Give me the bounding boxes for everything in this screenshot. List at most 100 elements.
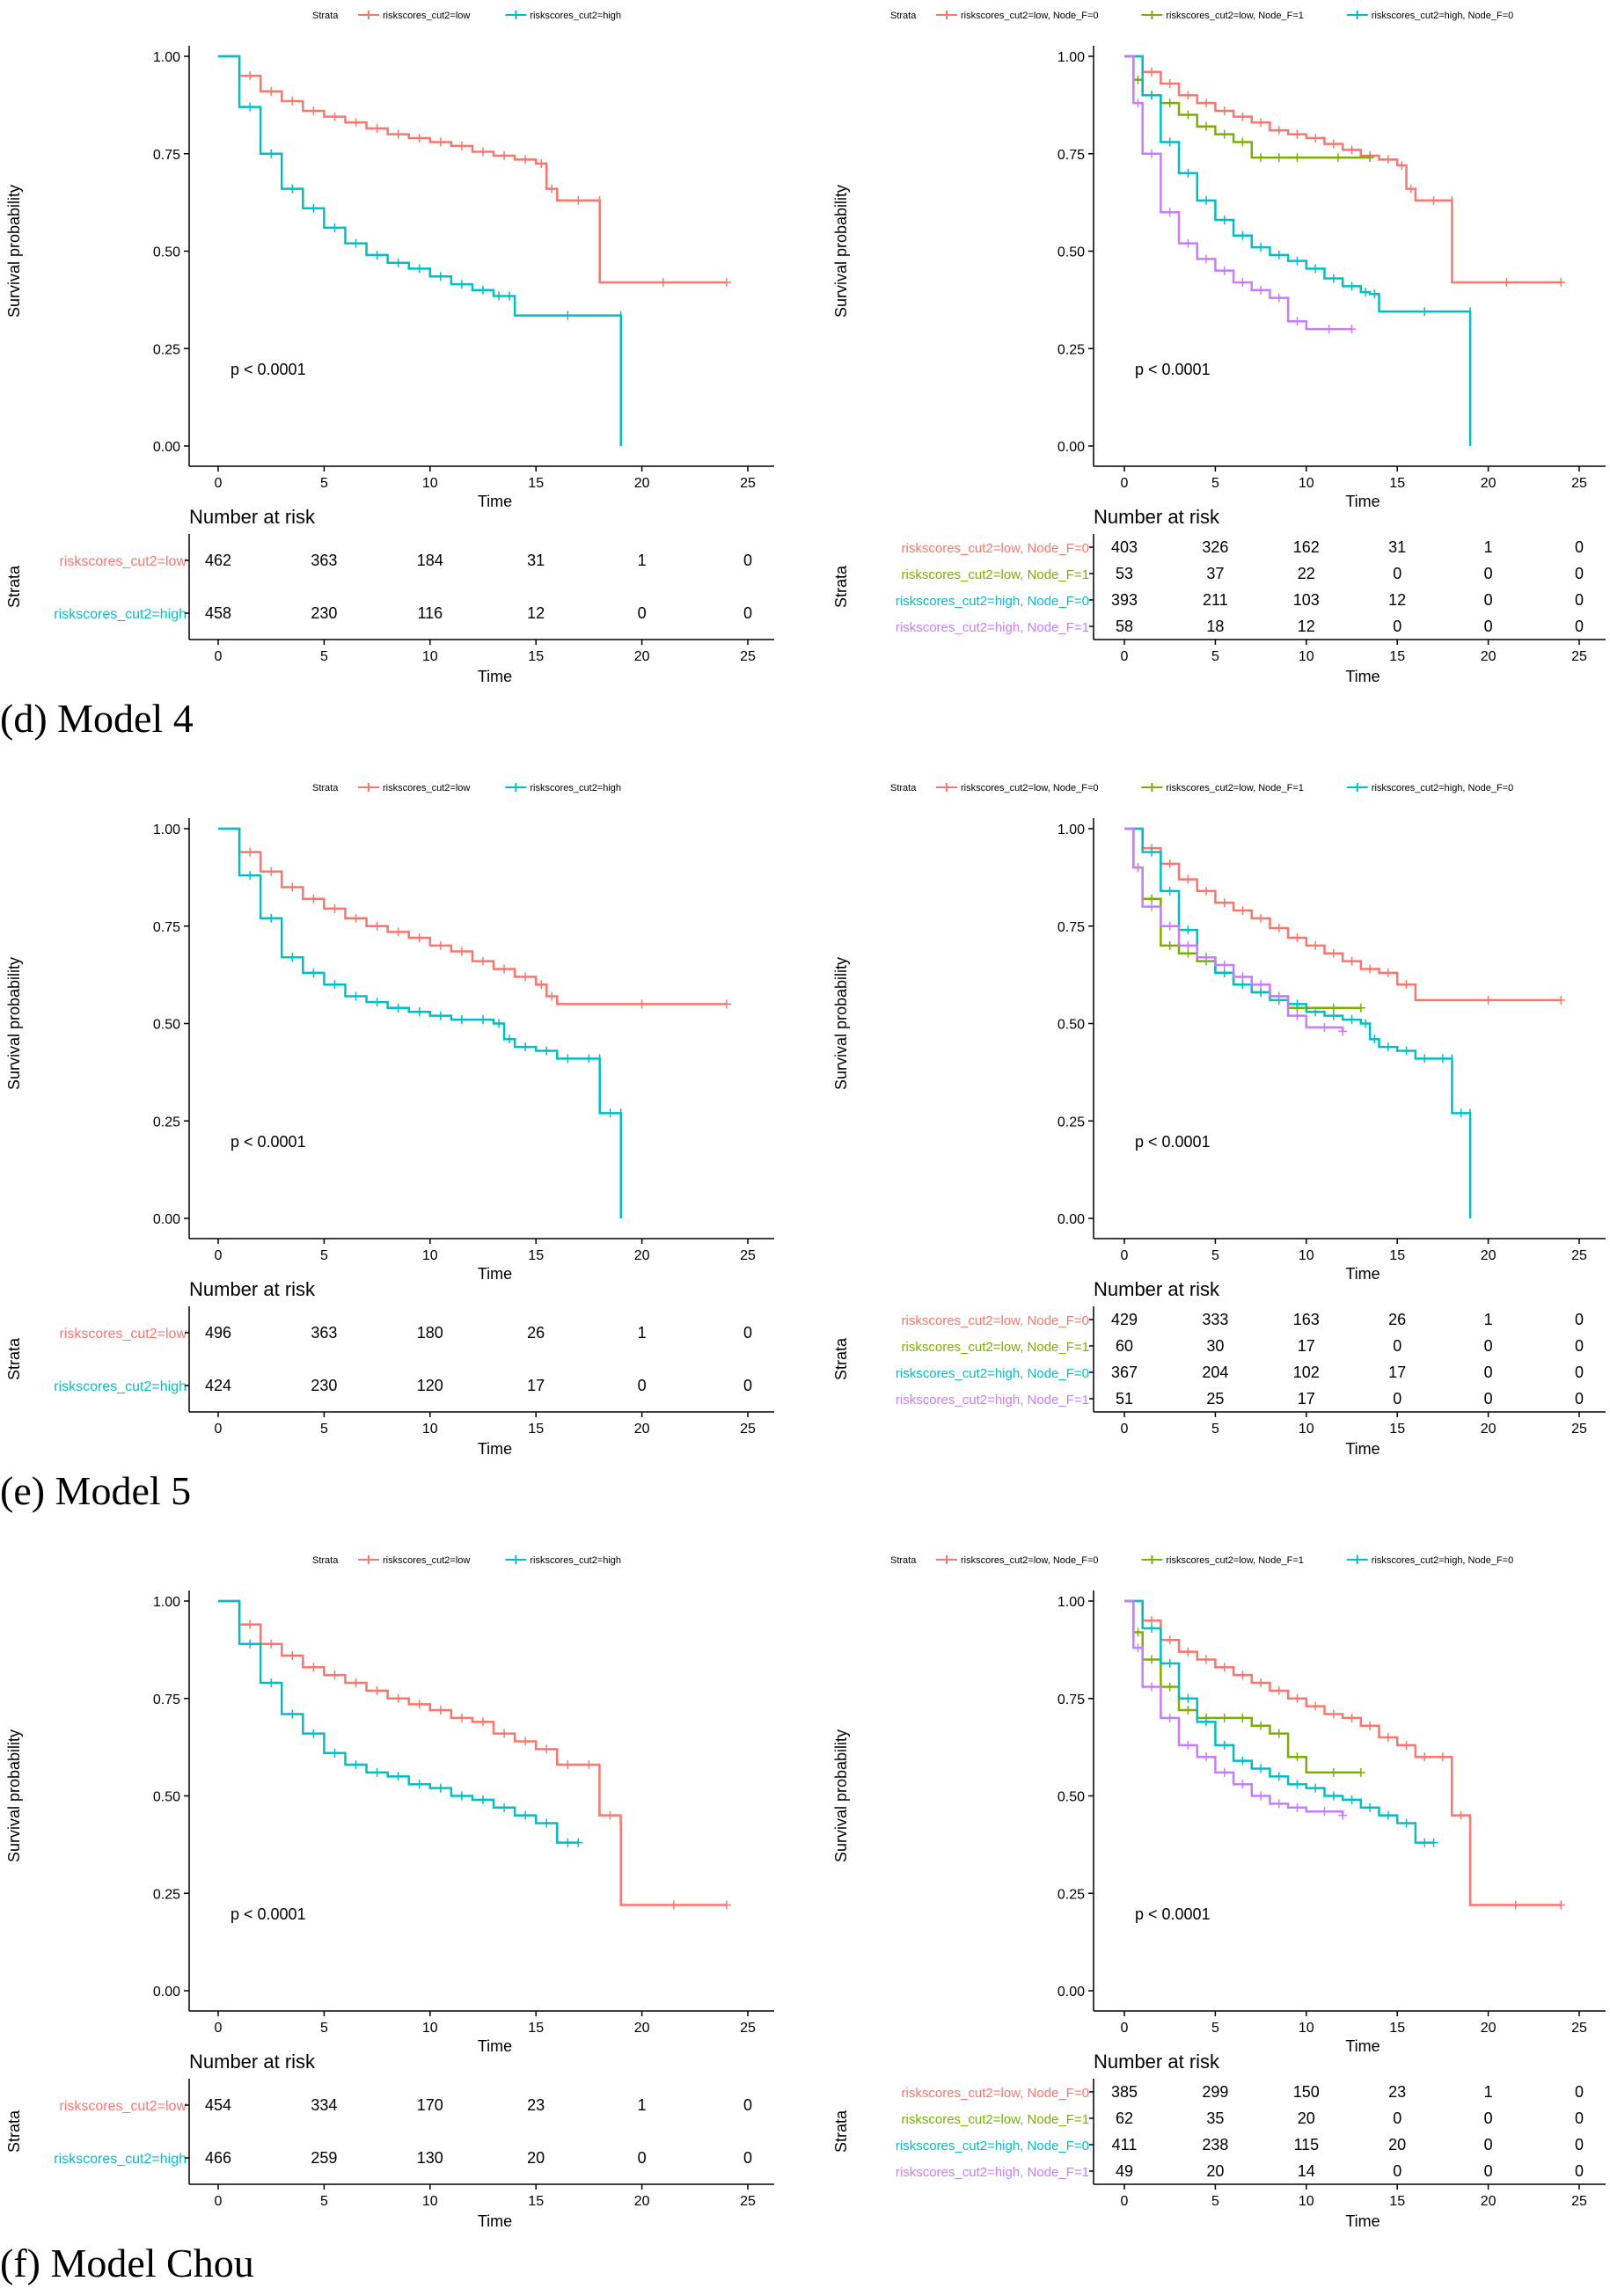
x-tick-label: 10 [422, 476, 438, 491]
x-tick-label: 10 [1299, 2021, 1314, 2036]
p-value: p < 0.0001 [231, 1905, 306, 1923]
risk-x-tick-label: 0 [215, 1422, 223, 1437]
y-tick-label: 0.50 [1057, 245, 1085, 260]
y-tick-label: 0.00 [1057, 1985, 1085, 2000]
risk-x-tick-label: 25 [740, 2194, 756, 2209]
y-axis-title: Survival probability [5, 957, 23, 1090]
risk-row-label: riskscores_cut2=high, Node_F=0 [896, 1366, 1089, 1381]
risk-count: 31 [1388, 538, 1406, 556]
x-tick-label: 5 [320, 2021, 328, 2036]
risk-count: 1 [1484, 538, 1493, 556]
risk-count: 163 [1293, 1311, 1320, 1328]
risk-count: 0 [743, 2096, 752, 2114]
risk-x-tick-label: 0 [1121, 649, 1129, 664]
risk-count: 115 [1293, 2136, 1319, 2153]
p-value: p < 0.0001 [1135, 1905, 1211, 1923]
risk-count: 1 [638, 1324, 647, 1342]
risk-x-tick-label: 10 [422, 1422, 438, 1437]
risk-count: 0 [1393, 2162, 1401, 2180]
risk-row-label: riskscores_cut2=low, Node_F=0 [902, 2086, 1089, 2101]
x-tick-label: 25 [740, 476, 756, 491]
risk-x-tick-label: 5 [320, 649, 328, 664]
risk-count: 334 [311, 2096, 337, 2114]
risk-count: 17 [1298, 1390, 1315, 1408]
x-tick-label: 0 [215, 1248, 223, 1263]
risk-x-tick-label: 10 [1299, 649, 1314, 664]
risk-count: 120 [417, 1377, 443, 1394]
risk-count: 0 [1393, 1390, 1401, 1408]
x-tick-label: 10 [1299, 1248, 1314, 1263]
risk-row-label: riskscores_cut2=high, Node_F=1 [896, 1393, 1089, 1408]
survival-curve [218, 827, 727, 1005]
y-tick-label: 1.00 [1057, 50, 1085, 65]
y-axis-title: Survival probability [832, 185, 850, 318]
risk-count: 393 [1111, 591, 1138, 609]
legend-label: riskscores_cut2=high, Node_F=0 [1372, 1555, 1513, 1566]
risk-count: 454 [205, 2096, 231, 2114]
x-tick-label: 10 [422, 1248, 438, 1263]
risk-count: 0 [1575, 538, 1584, 556]
risk-count: 1 [638, 2096, 647, 2114]
y-tick-label: 0.75 [153, 1693, 180, 1707]
risk-count: 0 [1484, 1364, 1493, 1381]
risk-x-tick-label: 15 [1389, 2194, 1405, 2209]
risk-count: 102 [1293, 1364, 1320, 1381]
caption-model-4: (d) Model 4 [0, 696, 194, 741]
risk-count: 0 [1575, 2136, 1584, 2153]
y-tick-label: 1.00 [153, 50, 180, 65]
risk-count: 62 [1116, 2110, 1133, 2127]
survival-curve [1124, 55, 1352, 331]
risk-count: 1 [1484, 1311, 1493, 1328]
x-tick-label: 15 [528, 2021, 544, 2036]
risk-row-label: riskscores_cut2=high, Node_F=1 [896, 620, 1089, 635]
risk-row-label: riskscores_cut2=high, Node_F=0 [896, 594, 1089, 609]
risk-count: 0 [1393, 618, 1401, 635]
risk-count: 60 [1116, 1337, 1133, 1355]
x-tick-label: 15 [528, 476, 544, 491]
risk-row-label: riskscores_cut2=high, Node_F=0 [896, 2139, 1089, 2153]
risk-row-label: riskscores_cut2=low, Node_F=1 [902, 567, 1089, 582]
risk-count: 162 [1293, 538, 1320, 556]
risk-x-tick-label: 5 [1211, 2194, 1219, 2209]
x-tick-label: 10 [1299, 476, 1314, 491]
risk-row-label: riskscores_cut2=low, Node_F=1 [902, 2112, 1089, 2127]
risk-count: 0 [1575, 618, 1584, 635]
risk-count: 0 [1484, 1337, 1493, 1355]
x-tick-label: 15 [1389, 1248, 1405, 1263]
risk-x-tick-label: 15 [1389, 649, 1405, 664]
risk-count: 204 [1202, 1364, 1228, 1381]
survival-curve [218, 1599, 727, 1906]
risk-count: 0 [1575, 1337, 1584, 1355]
survival-curve [1124, 1599, 1562, 1906]
x-axis-title: Time [1345, 1265, 1379, 1283]
risk-count: 150 [1293, 2083, 1320, 2101]
risk-count: 1 [638, 552, 647, 569]
legend-title: Strata [890, 783, 917, 793]
risk-x-tick-label: 20 [634, 2194, 650, 2209]
risk-count: 238 [1202, 2136, 1228, 2153]
risk-count: 0 [638, 1377, 647, 1394]
km-panel-0-0: Strata riskscores_cut2=low riskscores_cut2… [5, 11, 774, 685]
risk-count: 0 [743, 604, 752, 622]
survival-curve [1124, 55, 1472, 446]
survival-curve [1124, 827, 1344, 1032]
risk-row-label: riskscores_cut2=low [60, 1327, 187, 1342]
risk-count: 180 [417, 1324, 443, 1342]
risk-count: 0 [1484, 618, 1493, 635]
legend-title: Strata [312, 1555, 339, 1566]
x-tick-label: 20 [1481, 1248, 1497, 1263]
risk-x-tick-label: 5 [320, 2194, 328, 2209]
risk-count: 0 [743, 1324, 752, 1342]
legend-label: riskscores_cut2=high, Node_F=0 [1372, 11, 1513, 21]
legend-label: riskscores_cut2=low [383, 783, 470, 793]
risk-table-title: Number at risk [1094, 1278, 1220, 1300]
x-tick-label: 15 [1389, 2021, 1405, 2036]
risk-count: 0 [1575, 2083, 1584, 2101]
risk-x-tick-label: 10 [422, 649, 438, 664]
risk-count: 0 [1575, 2162, 1584, 2180]
risk-count: 0 [1484, 2110, 1493, 2127]
legend-title: Strata [312, 783, 339, 793]
risk-count: 0 [1575, 2110, 1584, 2127]
y-axis-title: Survival probability [832, 957, 850, 1090]
risk-strata-title: Strata [5, 1337, 23, 1380]
